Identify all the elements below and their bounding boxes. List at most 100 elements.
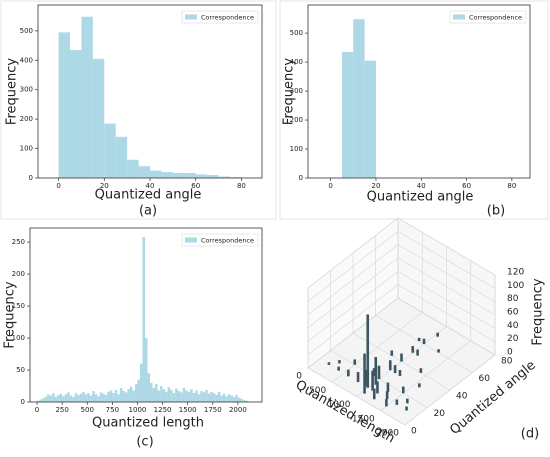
bar — [195, 174, 208, 178]
bar — [165, 391, 168, 402]
bar — [227, 394, 231, 402]
bar — [200, 391, 203, 402]
bar — [89, 395, 93, 402]
z-tick-label: 20 — [507, 334, 519, 344]
bar — [87, 393, 90, 402]
bar — [74, 393, 78, 402]
bar — [177, 391, 181, 402]
bar — [52, 393, 55, 402]
y-axis-label: Frequency — [5, 58, 20, 125]
bar — [92, 58, 105, 178]
bar — [237, 397, 241, 402]
y-tick-label: 500 — [20, 27, 33, 35]
y-tick-label: 400 — [290, 58, 303, 66]
bar — [138, 166, 150, 178]
bar — [192, 393, 196, 402]
grid-line — [397, 257, 496, 316]
bar — [195, 390, 198, 402]
bar — [155, 384, 158, 402]
x-tick-label: 500 — [309, 386, 326, 396]
bar — [142, 236, 145, 402]
bar — [160, 386, 163, 402]
z-tick-label: 40 — [507, 321, 519, 331]
bar — [72, 396, 75, 402]
bar — [364, 60, 376, 178]
bar — [64, 394, 68, 402]
legend-label: Correspondence — [201, 237, 254, 245]
bar — [37, 400, 40, 402]
y-tick-label: 400 — [20, 56, 33, 64]
bar — [69, 395, 73, 402]
legend-swatch — [185, 14, 197, 20]
bar — [230, 395, 233, 402]
y-axis-label: Frequency — [282, 58, 297, 125]
bar — [102, 393, 105, 402]
bar — [124, 392, 128, 402]
bar — [137, 379, 140, 402]
caption: (a) — [139, 204, 157, 219]
x-tick-label: 80 — [507, 182, 516, 190]
bar — [245, 400, 248, 402]
grid-line — [307, 367, 406, 426]
grid-line — [397, 271, 496, 329]
x-tick-label: 20 — [371, 182, 380, 190]
x-tick-label: 1000 — [328, 400, 351, 410]
x-tick-label: 1750 — [204, 406, 222, 414]
x-tick-label: 250 — [55, 406, 68, 414]
x-tick-label: 1000 — [129, 406, 147, 414]
y-tick-label: 0 — [411, 427, 417, 437]
y-tick-label: 20 — [434, 409, 446, 419]
z-tick-label: 0 — [507, 348, 513, 358]
panel-frame — [279, 0, 549, 220]
axes-frame — [29, 227, 263, 403]
bar — [175, 388, 178, 402]
grid-line — [307, 244, 399, 315]
bar — [202, 392, 206, 402]
bar — [184, 172, 196, 178]
x-tick-label: 20 — [100, 182, 109, 190]
z-axis-label: Frequency — [531, 278, 546, 345]
bar — [117, 394, 120, 402]
grid-line — [307, 217, 399, 289]
bar — [341, 51, 354, 178]
x-tick-label: 500 — [81, 406, 94, 414]
bar — [218, 176, 230, 178]
x-tick-label: 1500 — [352, 414, 375, 424]
x-tick-label: 0 — [328, 182, 332, 190]
x-tick-label: 40 — [146, 182, 155, 190]
x-tick-label: 60 — [191, 182, 200, 190]
bar — [139, 363, 143, 402]
bar — [99, 392, 103, 402]
bar — [54, 396, 58, 402]
panel-frame — [0, 0, 277, 220]
bar — [77, 394, 80, 402]
y-tick-label: 150 — [12, 302, 25, 310]
bar — [49, 395, 53, 402]
grid-line — [397, 297, 496, 356]
bar — [132, 390, 135, 402]
bar — [57, 394, 60, 402]
caption: (c) — [136, 435, 153, 450]
bar — [39, 399, 43, 402]
bar — [127, 389, 130, 402]
bar — [44, 396, 48, 402]
y-tick-label: 300 — [290, 87, 303, 95]
bar — [162, 389, 166, 402]
x-tick-label: 2000 — [376, 429, 399, 439]
bar — [129, 386, 133, 402]
x-tick-label: 1250 — [154, 406, 172, 414]
axes-frame — [307, 4, 531, 179]
bar — [47, 394, 50, 402]
grid-line — [307, 271, 399, 342]
bar — [94, 394, 98, 402]
bar — [42, 398, 45, 402]
bar — [232, 396, 236, 402]
y-tick-label: 250 — [12, 238, 25, 246]
grid-line — [307, 231, 399, 302]
bar — [222, 393, 226, 402]
grid-line — [397, 284, 496, 342]
bar — [353, 19, 365, 179]
y-tick-label: 80 — [501, 357, 513, 367]
z-tick-label: 120 — [507, 268, 524, 278]
